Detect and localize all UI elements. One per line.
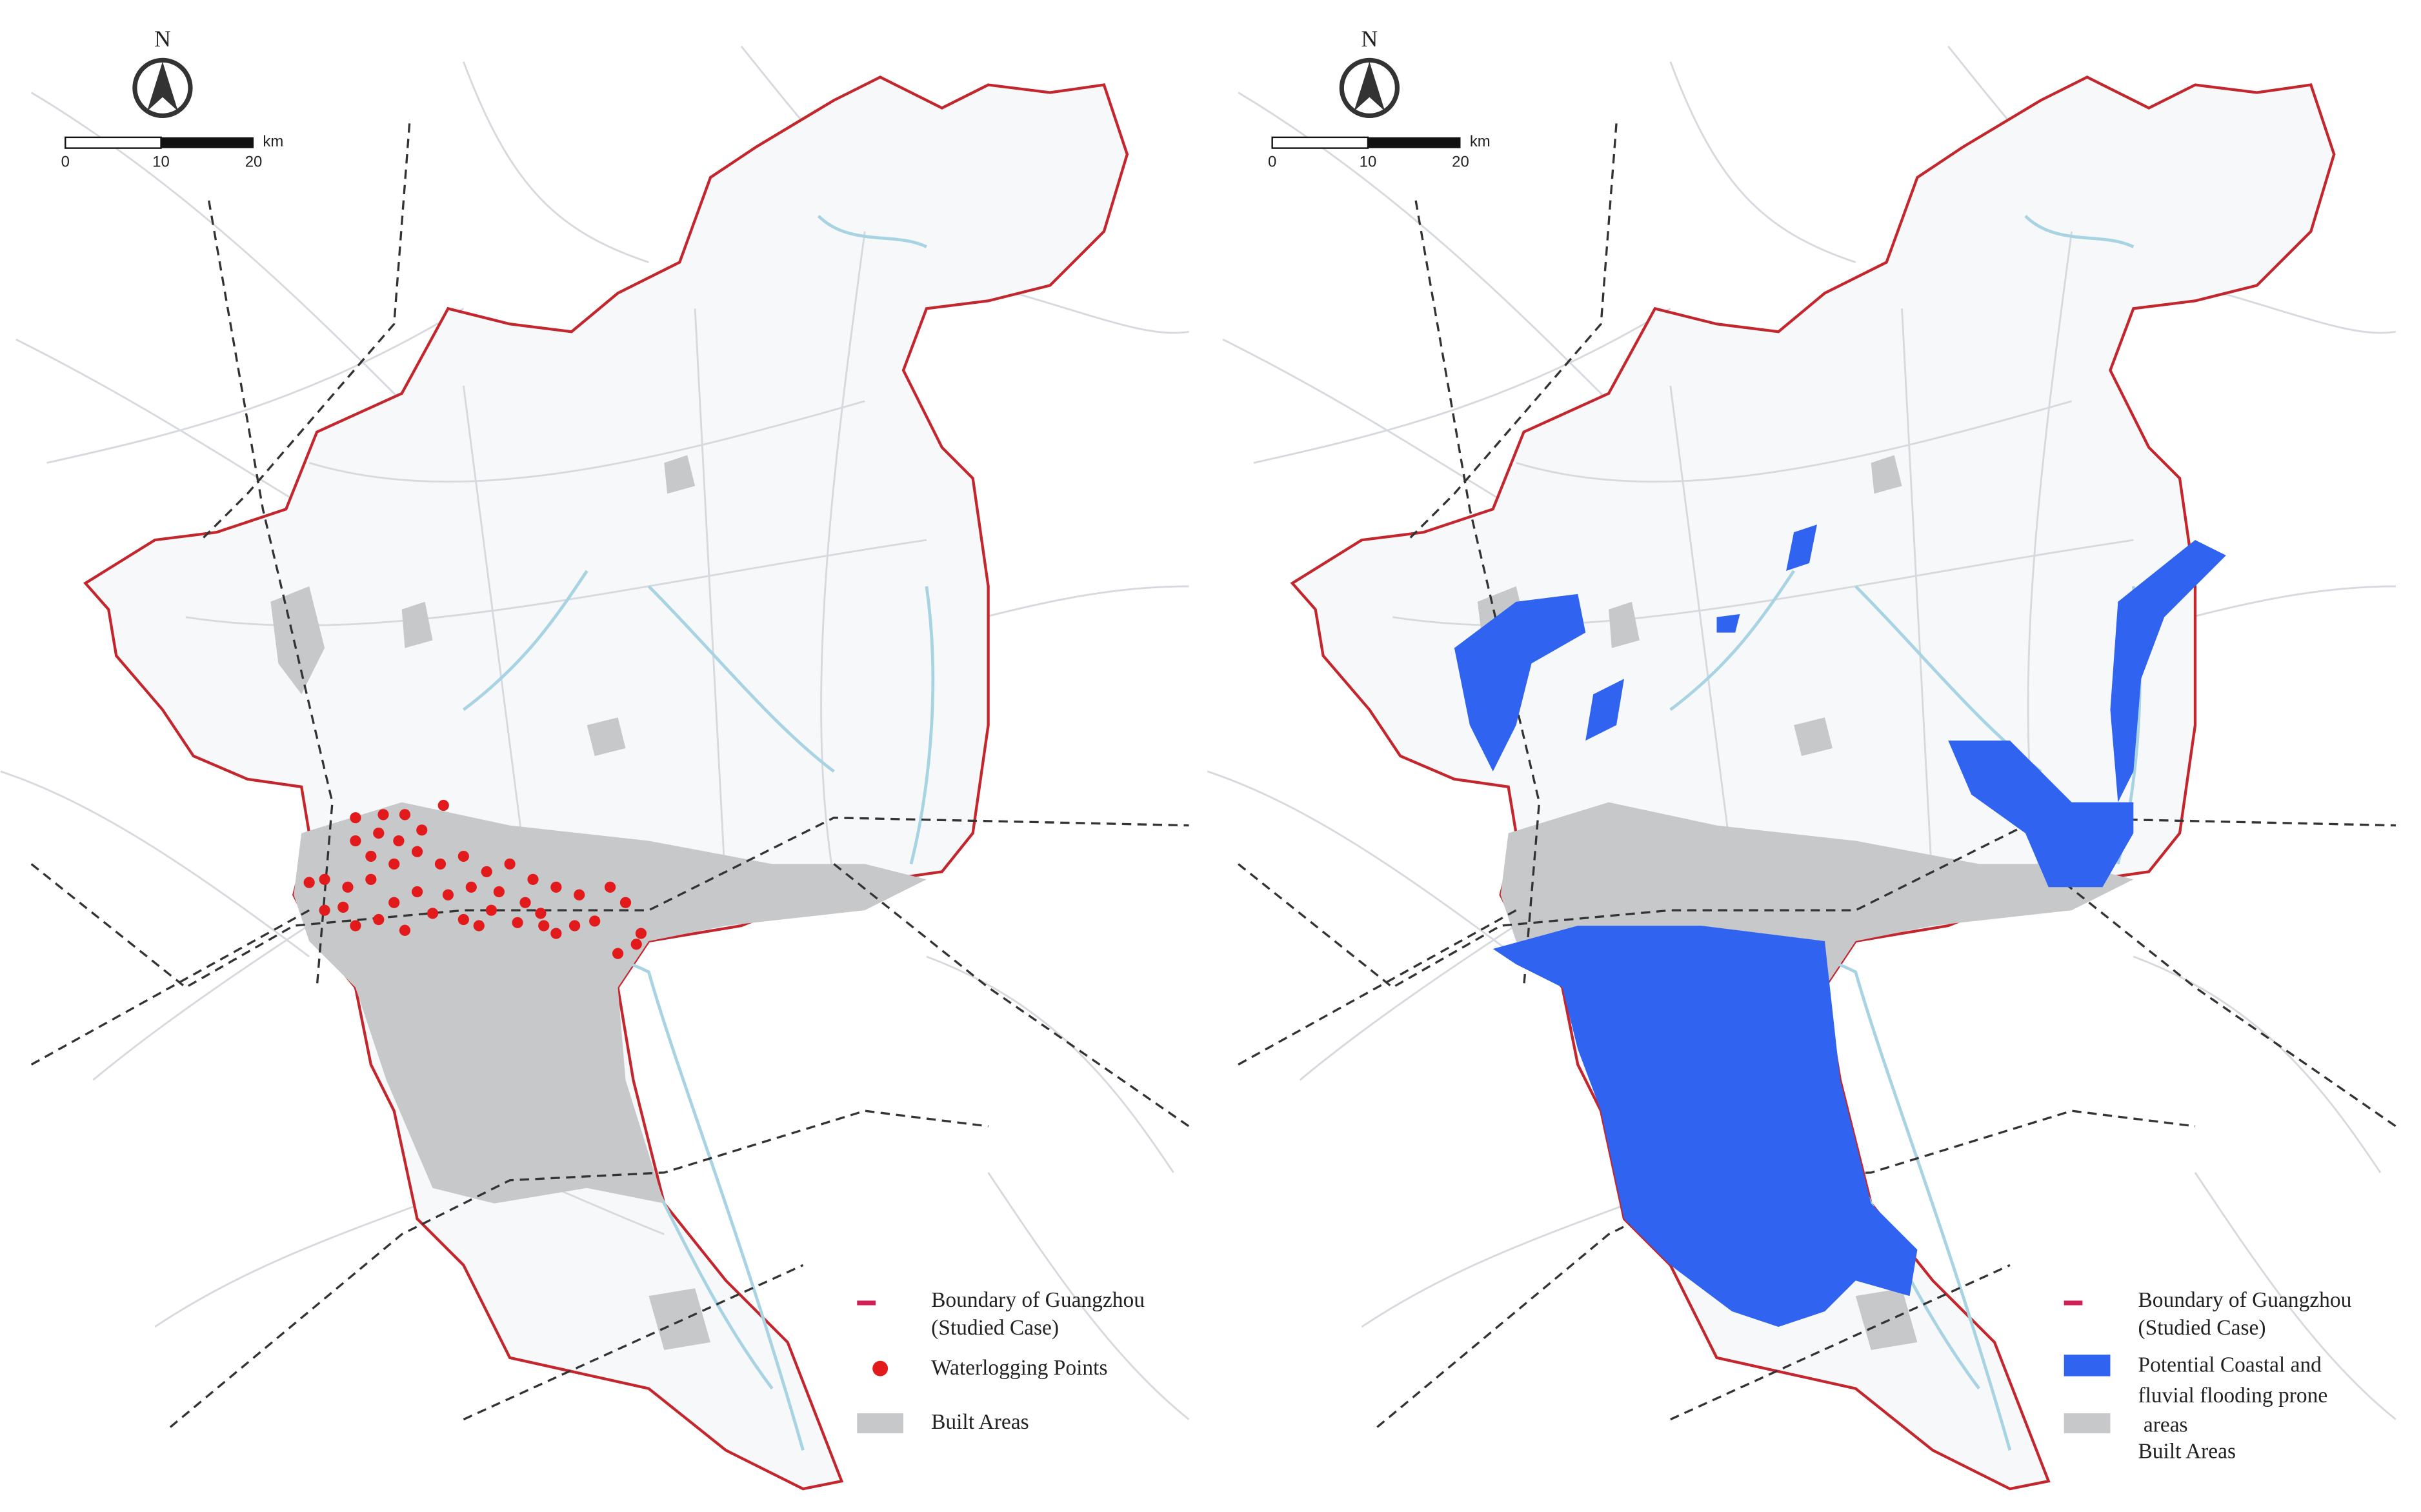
legend-label: Boundary of Guangzhou [931,1288,1145,1312]
waterlogging-point [388,897,400,908]
waterlogging-point [437,799,449,811]
scale-tick-label: 20 [1452,153,1469,170]
scale-unit: km [263,133,283,150]
flood-area [1454,524,2226,1327]
scale-tick-label: 20 [245,153,263,170]
waterlogging-point [350,920,361,931]
waterlogging-point [473,920,485,931]
north-label: N [154,26,171,52]
north-label: N [1361,26,1378,52]
waterlogging-point [442,889,454,900]
legend-label: Waterlogging Points [931,1356,1107,1380]
waterlogging-point [350,835,361,847]
waterlogging-point [337,901,349,913]
waterlogging-point [416,824,428,836]
waterlogging-point [550,881,562,893]
waterlogging-point [427,908,439,919]
legend-label: (Studied Case) [931,1316,1059,1340]
waterlogging-point [373,827,385,839]
waterlogging-point [604,881,616,893]
waterlogging-point [457,913,469,926]
waterlogging-point [342,881,354,893]
waterlogging-point [393,835,405,847]
waterlogging-point [411,886,423,898]
waterlogging-point [519,897,531,908]
legend-label: Potential Coastal and [2138,1353,2322,1377]
waterlogging-point [504,858,516,870]
waterlogging-point [457,850,469,862]
waterlogging-point [319,873,330,885]
legend-flood-swatch [2064,1355,2111,1377]
scale-tick-label: 10 [152,153,170,170]
waterlogging-point [619,897,632,908]
waterlogging-point [365,873,377,885]
legend-label: Built Areas [931,1410,1029,1434]
waterlogging-point [630,939,642,950]
waterlogging-point [434,858,447,870]
scale-tick-label: 0 [61,153,70,170]
waterlogging-point [303,877,315,888]
waterlogging-point [574,889,585,900]
waterlogging-point [527,873,539,885]
waterlogging-point [399,809,411,821]
waterlogging-point [399,924,411,936]
waterlogging-point [535,908,547,919]
legend-label: fluvial flooding prone [2138,1384,2327,1408]
waterlogging-point [493,886,505,898]
waterlogging-point [377,809,389,821]
scale-tick-label: 0 [1268,153,1276,170]
legend-label: Boundary of Guangzhou [2138,1288,2351,1312]
waterlogging-point [568,920,581,931]
waterlogging-point [411,846,423,857]
legend-label: areas [2138,1413,2187,1437]
waterlogging-point [365,850,377,862]
waterlogging-point [512,917,523,928]
waterlogging-point [388,858,400,870]
legend-label: (Studied Case) [2138,1316,2265,1340]
waterlogging-point [319,904,330,916]
waterlogging-point [635,928,647,939]
waterlogging-point [612,948,624,959]
legend-point-swatch [872,1360,889,1377]
waterlogging-point [485,904,497,916]
base-map [1,46,1189,1489]
scale-unit: km [1470,133,1491,150]
waterlogging-point [465,881,477,893]
waterlogging-points [303,799,647,959]
waterlogging-point [481,866,492,877]
waterlogging-point [589,915,601,927]
scale-tick-label: 10 [1360,153,1377,170]
waterlogging-point [373,913,385,926]
waterlogging-point [550,928,562,939]
legend-label: Built Areas [2138,1439,2236,1463]
waterlogging-point [538,920,550,931]
waterlogging-point [350,812,361,824]
